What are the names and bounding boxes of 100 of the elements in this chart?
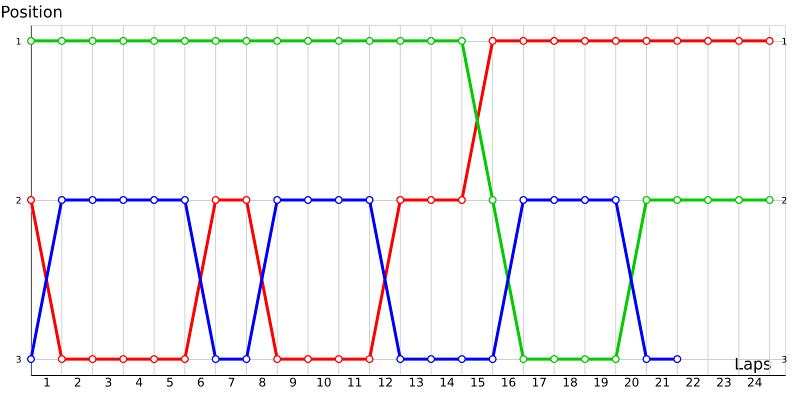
point bbox=[458, 355, 466, 364]
point bbox=[734, 196, 743, 204]
x-tick-label: 21 bbox=[654, 376, 670, 390]
point bbox=[304, 36, 312, 45]
point bbox=[396, 355, 404, 364]
y2-tick-label: 1 bbox=[782, 37, 788, 48]
point bbox=[334, 355, 343, 364]
point bbox=[119, 36, 128, 45]
y2-tick-label: 2 bbox=[782, 196, 788, 206]
x-tick-label: 12 bbox=[378, 376, 394, 390]
point bbox=[612, 355, 620, 364]
point bbox=[242, 355, 250, 364]
x-tick-label: 7 bbox=[228, 376, 236, 390]
point bbox=[58, 36, 66, 45]
point bbox=[212, 36, 220, 45]
point bbox=[488, 355, 497, 364]
point bbox=[212, 196, 220, 204]
point bbox=[26, 355, 36, 364]
point bbox=[180, 36, 189, 45]
x-tick-label: 24 bbox=[747, 376, 762, 390]
point bbox=[88, 196, 97, 204]
point bbox=[458, 196, 466, 204]
point bbox=[580, 36, 589, 45]
point bbox=[427, 355, 436, 364]
point bbox=[580, 355, 589, 364]
point bbox=[119, 355, 128, 364]
point bbox=[150, 196, 158, 204]
point bbox=[88, 355, 97, 364]
x-tick-label: 9 bbox=[289, 376, 297, 390]
x-tick-label: 13 bbox=[408, 376, 424, 390]
point bbox=[550, 196, 558, 204]
point bbox=[334, 36, 343, 45]
x-tick-label: 15 bbox=[470, 376, 486, 390]
point bbox=[519, 196, 528, 204]
x-tick-label: 6 bbox=[196, 376, 205, 390]
x-tick-label: 23 bbox=[716, 376, 732, 390]
point bbox=[766, 36, 774, 45]
point bbox=[273, 355, 282, 364]
point bbox=[519, 36, 528, 45]
point bbox=[642, 36, 651, 45]
y-tick-label: 2 bbox=[16, 196, 22, 206]
point bbox=[26, 196, 36, 204]
point bbox=[180, 355, 189, 364]
point bbox=[642, 196, 651, 204]
x-tick-label: 3 bbox=[104, 376, 112, 390]
point bbox=[580, 196, 589, 204]
point bbox=[242, 36, 250, 45]
point bbox=[612, 196, 620, 204]
point bbox=[396, 196, 404, 204]
x-tick-label: 20 bbox=[624, 376, 640, 390]
point bbox=[704, 36, 712, 45]
y-tick-label: 1 bbox=[16, 37, 22, 48]
point bbox=[119, 196, 128, 204]
point bbox=[704, 196, 712, 204]
x-tick-label: 16 bbox=[500, 376, 516, 390]
point bbox=[550, 355, 558, 364]
point bbox=[273, 36, 282, 45]
point bbox=[550, 36, 558, 45]
point bbox=[26, 36, 36, 45]
point bbox=[519, 355, 528, 364]
point bbox=[58, 196, 66, 204]
point bbox=[427, 196, 436, 204]
point bbox=[304, 355, 312, 364]
x-tick-label: 4 bbox=[135, 376, 144, 390]
x-tick-label: 18 bbox=[562, 376, 578, 390]
point bbox=[334, 196, 343, 204]
point bbox=[242, 196, 250, 204]
point bbox=[180, 196, 189, 204]
point bbox=[58, 355, 66, 364]
point bbox=[366, 196, 374, 204]
point bbox=[488, 196, 497, 204]
point bbox=[673, 36, 682, 45]
x-tick-label: 22 bbox=[686, 376, 701, 390]
point bbox=[150, 36, 158, 45]
point bbox=[488, 36, 497, 45]
x-tick-label: 14 bbox=[439, 376, 455, 390]
x-tick-label: 10 bbox=[316, 376, 332, 390]
point bbox=[734, 36, 743, 45]
point bbox=[612, 36, 620, 45]
x-tick-label: 2 bbox=[74, 376, 82, 390]
point bbox=[458, 36, 466, 45]
y2-tick-label: 3 bbox=[782, 356, 788, 366]
point bbox=[673, 355, 682, 364]
point bbox=[212, 355, 220, 364]
point bbox=[427, 36, 436, 45]
point bbox=[88, 36, 97, 45]
point bbox=[396, 36, 404, 45]
point bbox=[366, 36, 374, 45]
point bbox=[766, 196, 774, 204]
x-tick-label: 17 bbox=[532, 376, 547, 390]
x-tick-label: 5 bbox=[166, 376, 174, 390]
x-tick-label: 11 bbox=[347, 376, 362, 390]
point bbox=[150, 355, 158, 364]
point bbox=[366, 355, 374, 364]
x-tick-label: 19 bbox=[593, 376, 608, 390]
y-axis-title: Position bbox=[0, 2, 63, 22]
x-tick-label: 8 bbox=[258, 376, 266, 390]
x-tick-label: 1 bbox=[43, 376, 51, 390]
point bbox=[642, 355, 651, 364]
point bbox=[273, 196, 282, 204]
